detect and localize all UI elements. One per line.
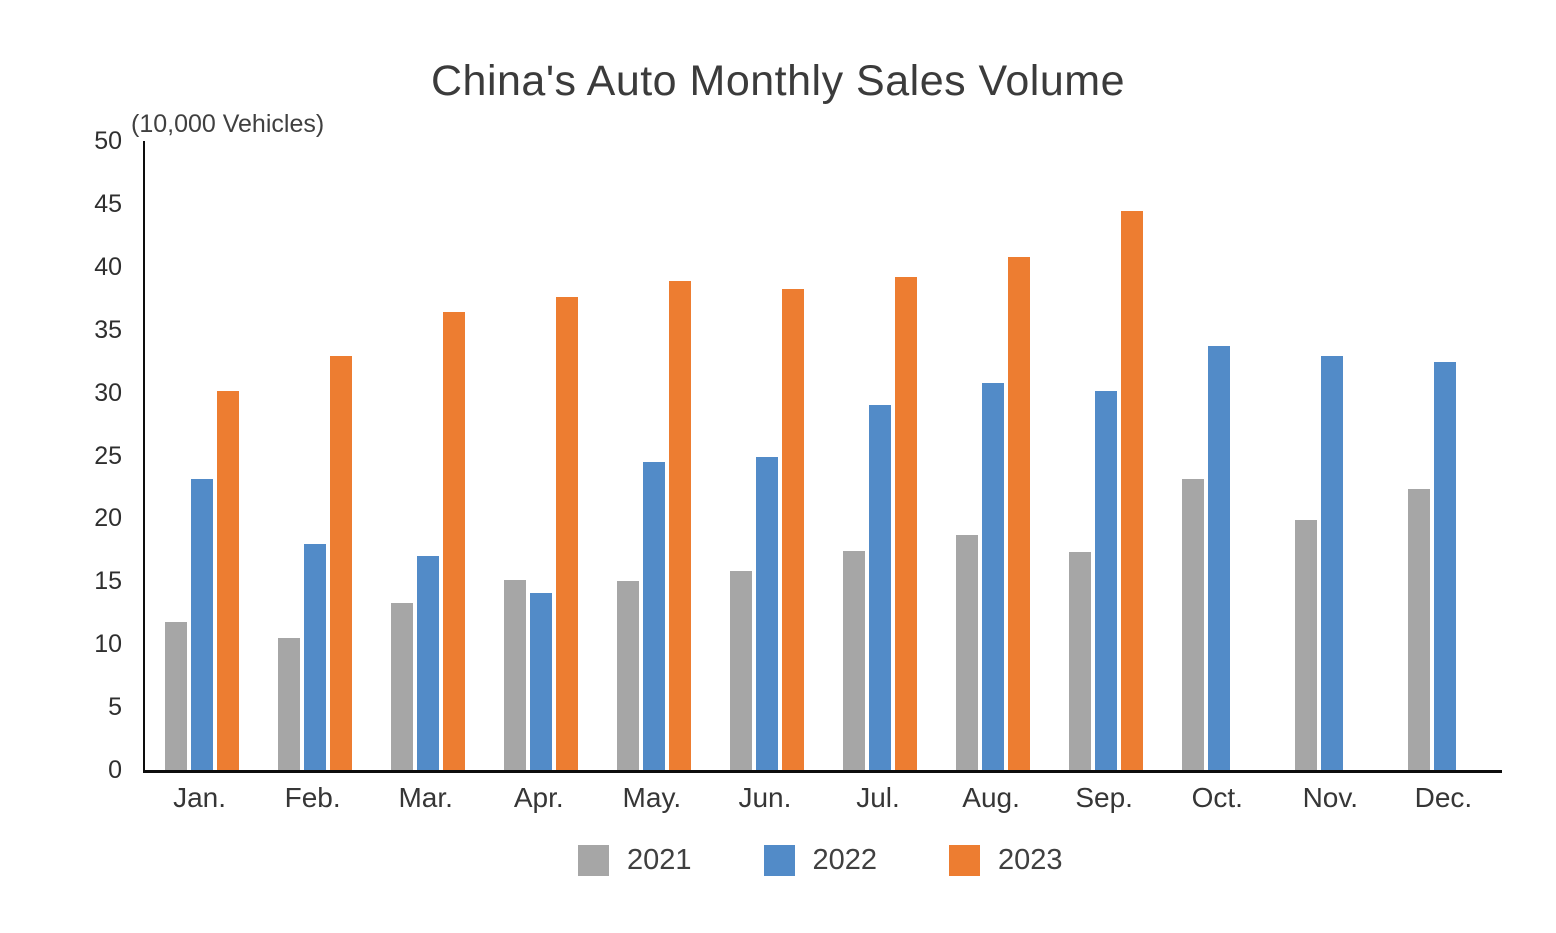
x-label-oct: Oct. bbox=[1191, 782, 1243, 813]
bar-group-oct bbox=[1163, 141, 1276, 770]
y-tick-40: 40 bbox=[94, 252, 122, 281]
bar-2023-jul bbox=[895, 276, 917, 770]
legend-label-2022: 2022 bbox=[812, 844, 878, 876]
bar-group-apr bbox=[484, 141, 597, 770]
bar-2022-jun bbox=[755, 456, 778, 770]
legend-swatch-2021 bbox=[578, 845, 609, 876]
y-tick-20: 20 bbox=[94, 504, 122, 533]
bar-2022-may bbox=[642, 461, 665, 770]
bar-group-mar bbox=[371, 141, 484, 770]
y-tick-35: 35 bbox=[94, 315, 122, 344]
bar-2022-aug bbox=[982, 382, 1005, 770]
bar-2022-oct bbox=[1208, 346, 1231, 770]
bar-2021-may bbox=[616, 581, 639, 770]
y-tick-45: 45 bbox=[94, 189, 122, 218]
legend-item-2022: 2022 bbox=[763, 844, 878, 877]
x-label-apr: Apr. bbox=[513, 782, 564, 813]
y-tick-25: 25 bbox=[94, 441, 122, 470]
x-label-mar: Mar. bbox=[398, 782, 453, 813]
bar-2021-apr bbox=[503, 580, 526, 770]
bar-2021-dec bbox=[1408, 489, 1431, 770]
bar-2021-sep bbox=[1069, 552, 1092, 770]
bar-2022-sep bbox=[1095, 391, 1118, 770]
x-label-jan: Jan. bbox=[173, 782, 226, 813]
bar-group-may bbox=[597, 141, 710, 770]
x-label-jul: Jul. bbox=[856, 782, 900, 813]
bar-group-dec bbox=[1389, 141, 1502, 770]
y-tick-30: 30 bbox=[94, 378, 122, 407]
bar-2022-dec bbox=[1434, 362, 1457, 770]
bar-2021-feb bbox=[277, 637, 300, 770]
bar-2023-jun bbox=[781, 289, 804, 770]
plot-area bbox=[143, 141, 1502, 773]
legend-label-2021: 2021 bbox=[627, 844, 692, 876]
y-tick-5: 5 bbox=[108, 693, 122, 722]
bar-2023-feb bbox=[329, 356, 352, 770]
y-tick-15: 15 bbox=[94, 567, 122, 596]
bar-2023-sep bbox=[1121, 211, 1144, 770]
bar-2021-jun bbox=[729, 571, 752, 770]
legend-label-2023: 2023 bbox=[998, 844, 1063, 876]
bar-2021-jan bbox=[164, 621, 187, 770]
x-label-may: May. bbox=[622, 782, 682, 813]
bar-2021-oct bbox=[1182, 479, 1205, 770]
bar-2023-aug bbox=[1008, 256, 1031, 770]
bar-2022-apr bbox=[529, 592, 552, 770]
bar-group-jul bbox=[823, 141, 936, 770]
x-label-dec: Dec. bbox=[1414, 782, 1473, 813]
chart-title: China's Auto Monthly Sales Volume bbox=[431, 57, 1125, 105]
y-tick-0: 0 bbox=[108, 756, 122, 784]
x-label-sep: Sep. bbox=[1075, 782, 1133, 813]
bar-2023-jan bbox=[216, 391, 239, 770]
x-label-jun: Jun. bbox=[738, 782, 792, 813]
x-label-nov: Nov. bbox=[1302, 782, 1359, 813]
bar-2021-nov bbox=[1295, 519, 1318, 770]
bar-group-nov bbox=[1276, 141, 1389, 770]
legend: 2021 2022 2023 bbox=[578, 844, 1063, 877]
bar-2023-may bbox=[668, 280, 691, 770]
bar-group-jan bbox=[145, 141, 258, 770]
bar-2022-nov bbox=[1321, 356, 1344, 770]
legend-item-2023: 2023 bbox=[949, 844, 1063, 877]
bar-2022-feb bbox=[303, 543, 326, 770]
y-axis-tick-labels: 0 5 10 15 20 25 30 35 40 45 50 bbox=[0, 0, 122, 933]
bar-group-sep bbox=[1050, 141, 1163, 770]
bar-2022-mar bbox=[416, 556, 439, 770]
bar-2021-aug bbox=[956, 534, 979, 770]
bar-2023-apr bbox=[555, 297, 578, 770]
x-axis-labels: Jan. Feb. Mar. Apr. May. Jun. Jul. Aug. Sep. Oct.… bbox=[143, 782, 1500, 814]
x-label-aug: Aug. bbox=[962, 782, 1020, 813]
bar-group-jun bbox=[710, 141, 823, 770]
bar-group-aug bbox=[937, 141, 1050, 770]
y-tick-10: 10 bbox=[94, 630, 122, 659]
y-tick-50: 50 bbox=[94, 127, 122, 155]
bar-2022-jul bbox=[869, 405, 891, 770]
bar-2021-jul bbox=[843, 551, 865, 770]
bar-group-feb bbox=[258, 141, 371, 770]
bar-2023-mar bbox=[442, 312, 465, 770]
x-label-feb: Feb. bbox=[284, 782, 341, 813]
legend-swatch-2022 bbox=[763, 845, 795, 876]
bar-2022-jan bbox=[190, 479, 213, 770]
bar-2021-mar bbox=[390, 602, 413, 770]
y-axis-unit-label: (10,000 Vehicles) bbox=[131, 110, 325, 138]
legend-item-2021: 2021 bbox=[578, 844, 692, 877]
legend-swatch-2023 bbox=[949, 845, 981, 876]
